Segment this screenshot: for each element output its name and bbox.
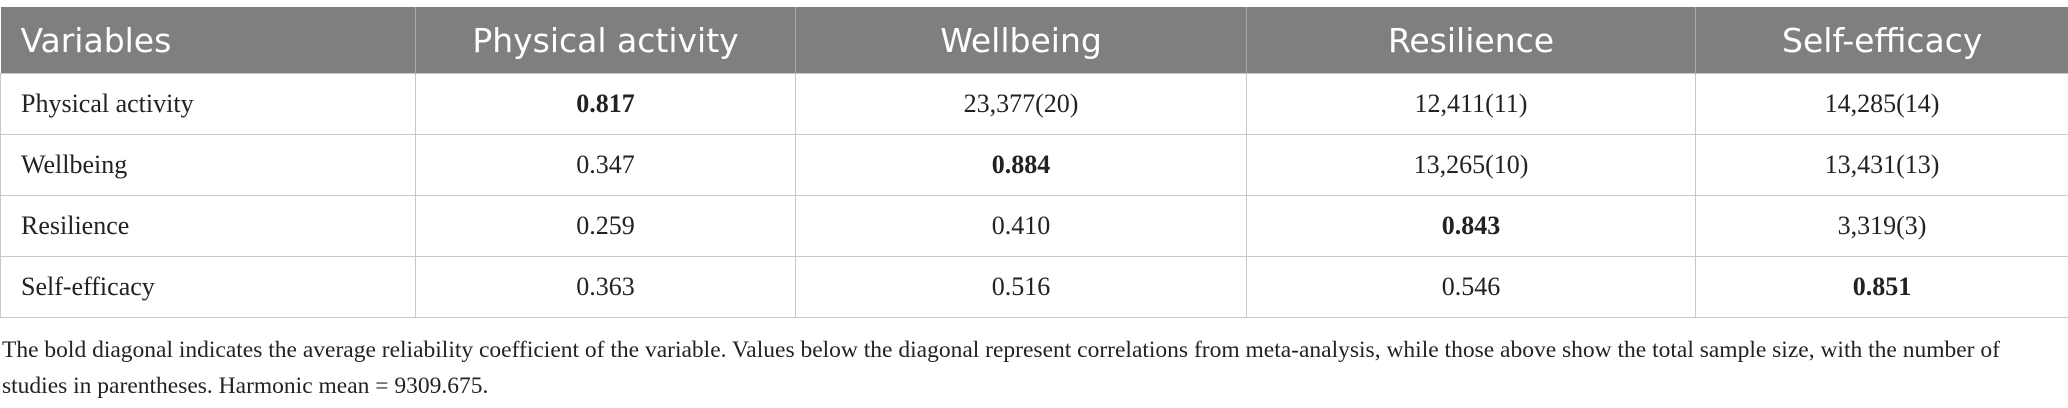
- row-label: Self-efficacy: [0, 256, 416, 318]
- row-label: Resilience: [0, 195, 416, 257]
- footnote: The bold diagonal indicates the average …: [2, 337, 2000, 399]
- cell: 13,431(13): [1695, 134, 2068, 196]
- header-cell: Physical activity: [415, 7, 796, 74]
- table: Variables Physical activity Wellbeing Re…: [0, 7, 2068, 318]
- row-label: Wellbeing: [0, 134, 416, 196]
- cell: 12,411(11): [1246, 73, 1696, 135]
- row: Wellbeing 0.347 0.884 13,265(10) 13,431(…: [0, 134, 2068, 196]
- row-label: Physical activity: [0, 73, 416, 135]
- cell: 0.347: [415, 134, 796, 196]
- cell: 0.363: [415, 256, 796, 318]
- cell: 0.884: [795, 134, 1247, 196]
- header-cell: Wellbeing: [795, 7, 1247, 74]
- row: Resilience 0.259 0.410 0.843 3,319(3): [0, 195, 2068, 257]
- cell: 3,319(3): [1695, 195, 2068, 257]
- cell: 0.516: [795, 256, 1247, 318]
- cell: 0.843: [1246, 195, 1696, 257]
- header-row: Variables Physical activity Wellbeing Re…: [0, 7, 2068, 74]
- cell: 0.851: [1695, 256, 2068, 318]
- header-cell: Self-efficacy: [1695, 7, 2068, 74]
- row: Physical activity 0.817 23,377(20) 12,41…: [0, 73, 2068, 135]
- cell: 0.546: [1246, 256, 1696, 318]
- header-cell: Resilience: [1246, 7, 1696, 74]
- cell: 14,285(14): [1695, 73, 2068, 135]
- header-cell: Variables: [0, 7, 416, 74]
- cell: 0.817: [415, 73, 796, 135]
- cell: 23,377(20): [795, 73, 1247, 135]
- cell: 0.410: [795, 195, 1247, 257]
- row: Self-efficacy 0.363 0.516 0.546 0.851: [0, 256, 2068, 318]
- cell: 0.259: [415, 195, 796, 257]
- cell: 13,265(10): [1246, 134, 1696, 196]
